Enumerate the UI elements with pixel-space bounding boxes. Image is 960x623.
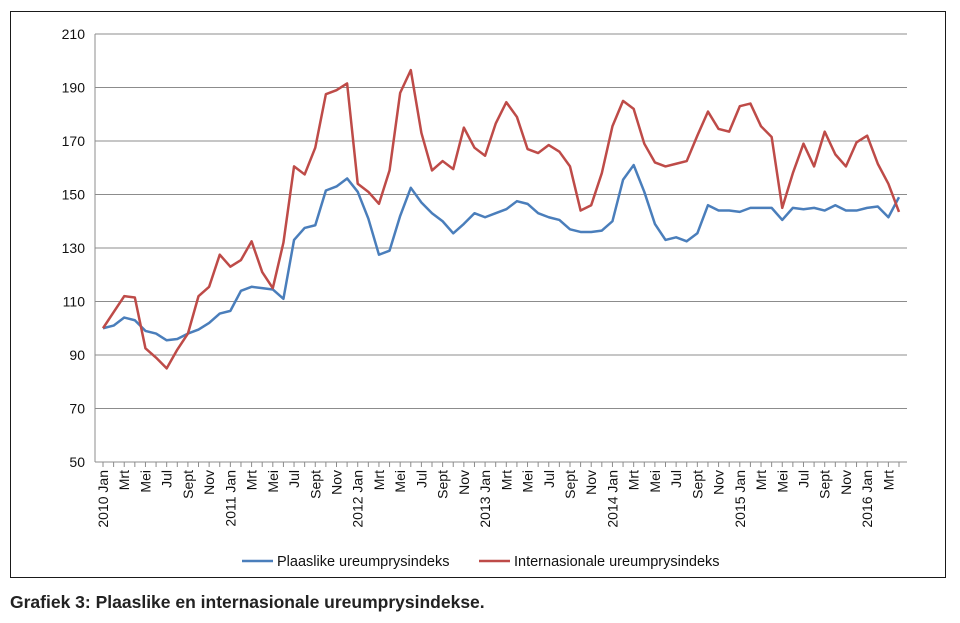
x-tick-label: Jul — [286, 470, 302, 488]
x-tick-label: Jul — [541, 470, 557, 488]
x-tick-label: Mrt — [626, 470, 642, 490]
x-tick-label: 2015 Jan — [732, 470, 748, 528]
x-tick-label: Sept — [562, 470, 578, 499]
gridlines — [95, 33, 907, 463]
y-tick-label: 130 — [62, 240, 86, 256]
x-tick-label: Mei — [774, 470, 790, 493]
x-tick-label: Mei — [137, 470, 153, 493]
x-tick-label: Jul — [159, 470, 175, 488]
x-tick-label: Sept — [817, 470, 833, 499]
x-tick-label: Mrt — [244, 470, 260, 490]
y-tick-label: 170 — [62, 133, 86, 149]
y-tick-label: 50 — [69, 454, 85, 470]
x-tick-label: Nov — [201, 470, 217, 495]
x-axis: 2010 Jan Mrt Mei Jul Sept Nov 2011 Jan Mrt Mei Ju… — [95, 462, 900, 528]
x-tick-label: Mrt — [371, 470, 387, 490]
legend-label-plaaslike: Plaaslike ureumprysindeks — [277, 554, 449, 570]
chart-frame: 50 70 90 110 130 150 170 190 210 2010 Jan Mrt Mei J… — [10, 11, 946, 578]
x-tick-label: Mei — [392, 470, 408, 493]
series-line-internasionale — [101, 68, 901, 370]
y-tick-label: 210 — [62, 26, 86, 42]
x-tick-label: 2014 Jan — [604, 470, 620, 528]
x-tick-label: Mrt — [753, 470, 769, 490]
x-tick-label: Nov — [328, 470, 344, 495]
y-axis: 50 70 90 110 130 150 170 190 210 — [62, 26, 96, 470]
y-tick-label: 150 — [62, 187, 86, 203]
x-tick-label: 2012 Jan — [350, 470, 366, 528]
x-tick-label: Sept — [435, 470, 451, 499]
x-tick-label: 2016 Jan — [859, 470, 875, 528]
x-tick-label: Sept — [180, 470, 196, 499]
y-tick-label: 110 — [63, 294, 86, 310]
figure-caption: Grafiek 3: Plaaslike en internasionale u… — [10, 592, 485, 612]
series-lines — [101, 68, 901, 370]
x-tick-label: 2013 Jan — [477, 470, 493, 528]
x-tick-label: Sept — [689, 470, 705, 499]
legend: Plaaslike ureumprysindeks Internasionale… — [242, 554, 720, 570]
x-tick-label: Mei — [265, 470, 281, 493]
series-line-plaaslike — [102, 163, 901, 342]
x-tick-label: Nov — [711, 470, 727, 495]
x-tick-label: Nov — [838, 470, 854, 495]
x-tick-label: Mrt — [880, 470, 896, 490]
x-tick-label: Mrt — [498, 470, 514, 490]
x-tick-label: 2010 Jan — [95, 470, 111, 528]
x-tick-label: Mei — [647, 470, 663, 493]
y-tick-label: 90 — [69, 347, 85, 363]
y-tick-label: 70 — [69, 401, 85, 417]
x-tick-label: Sept — [307, 470, 323, 499]
x-tick-label: Jul — [795, 470, 811, 488]
legend-label-internasionale: Internasionale ureumprysindeks — [514, 554, 720, 570]
x-tick-label: 2011 Jan — [222, 470, 238, 527]
x-tick-label: Nov — [583, 470, 599, 495]
x-tick-label: Jul — [668, 470, 684, 488]
x-tick-label: Mrt — [116, 470, 132, 490]
x-tick-label: Nov — [456, 470, 472, 495]
x-tick-label: Mei — [520, 470, 536, 493]
line-chart: 50 70 90 110 130 150 170 190 210 2010 Jan Mrt Mei J… — [62, 26, 907, 570]
y-tick-label: 190 — [62, 80, 86, 96]
x-tick-label: Jul — [413, 470, 429, 488]
